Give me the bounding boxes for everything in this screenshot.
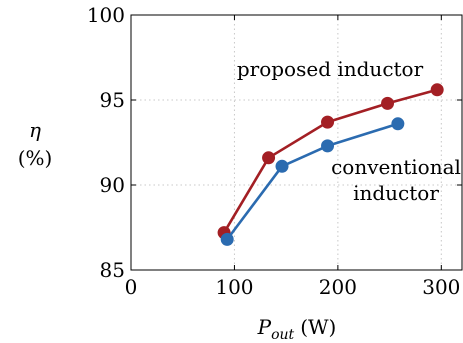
data-point-0 [262,151,276,165]
x-axis-label: Pout (W) [257,315,337,343]
data-point-1 [391,117,405,131]
x-tick-label: 0 [125,275,138,299]
y-axis-label-unit: (%) [18,146,53,170]
y-axis-label-symbol: η [29,118,41,142]
series-annotation-1: conventional [331,155,461,179]
y-axis-ticks: 85 90 95 100 [87,3,462,282]
series-group [217,83,444,246]
data-point-1 [321,139,335,153]
plot-frame [130,14,463,271]
data-point-0 [430,83,444,97]
x-tick-label: 300 [422,275,460,299]
y-tick-label: 85 [100,258,125,282]
data-point-1 [275,159,289,173]
y-tick-label: 95 [100,88,125,112]
series-annotation-1: inductor [353,181,439,205]
x-tick-label: 200 [319,275,357,299]
data-point-0 [381,96,395,110]
grid-lines [131,14,462,270]
y-tick-label: 90 [100,173,125,197]
x-axis-ticks: 0 100 200 300 [125,15,460,299]
data-point-1 [220,232,234,246]
data-point-0 [321,115,335,129]
series-line-1 [226,122,399,241]
x-tick-label: 100 [215,275,253,299]
y-tick-label: 100 [87,3,125,27]
series-annotation-0: proposed inductor [237,57,424,81]
